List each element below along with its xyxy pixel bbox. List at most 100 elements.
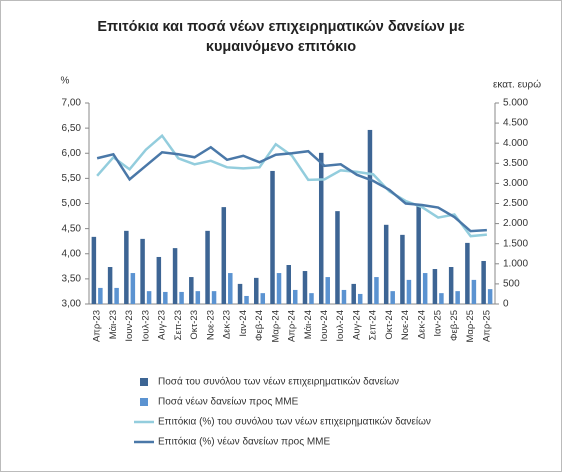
y2-tick-label: 2.500 <box>503 198 528 209</box>
bar <box>471 279 477 304</box>
x-tick-label: Οκτ-23 <box>189 310 200 340</box>
bar <box>448 267 454 304</box>
bar <box>124 230 129 304</box>
y2-tick-label: 4.500 <box>503 118 528 129</box>
x-tick-label: Μάι-23 <box>108 310 119 339</box>
legend-label: Ποσά νέων δανείων προς ΜΜΕ <box>158 396 299 408</box>
y-tick-label: 6,00 <box>62 148 82 159</box>
x-tick-label: Φεβ-24 <box>254 310 265 341</box>
legend-label: Επιτόκια (%) νέων δανείων προς ΜΜΕ <box>158 436 330 448</box>
bar <box>422 273 428 304</box>
bar <box>318 152 324 304</box>
bar <box>221 207 227 304</box>
x-tick-label: Οκτ-24 <box>384 310 395 340</box>
y2-tick-label: 2.000 <box>503 218 528 229</box>
bar <box>98 287 103 304</box>
bar <box>163 291 168 304</box>
bar <box>367 129 373 304</box>
bar <box>383 224 389 304</box>
y2-tick-label: 5.000 <box>503 98 528 109</box>
legend-label: Επιτόκια (%) του συνόλου των νέων επιχει… <box>158 416 431 428</box>
y2-tick-label: 3.000 <box>503 178 528 189</box>
bar <box>481 260 486 304</box>
bar <box>416 205 421 304</box>
bar <box>309 293 314 304</box>
x-tick-label: Ιουλ-23 <box>140 310 151 342</box>
bar <box>114 287 119 304</box>
bar <box>91 236 97 304</box>
legend-swatch <box>140 398 148 406</box>
x-tick-label: Ιουν-23 <box>124 310 135 342</box>
y2-tick-label: 1.000 <box>503 258 528 269</box>
x-tick-label: Σεπ-23 <box>173 310 184 340</box>
y-tick-label: 4,00 <box>62 248 82 259</box>
bar <box>374 277 379 304</box>
bar <box>195 291 201 304</box>
y2-tick-label: 0 <box>503 299 509 310</box>
bar <box>302 271 308 304</box>
x-tick-label: Ιουλ-24 <box>335 310 346 342</box>
x-tick-label: Αυγ-24 <box>351 310 362 340</box>
y-tick-label: 7,00 <box>62 98 82 109</box>
x-tick-label: Μαρ-24 <box>270 310 281 343</box>
bar <box>325 277 330 304</box>
line-series <box>96 133 487 238</box>
x-tick-label: Νοε-24 <box>400 310 411 340</box>
y-tick-label: 5,50 <box>62 173 82 184</box>
bar <box>172 248 178 304</box>
bar <box>156 256 162 304</box>
y-tick-label: 3,00 <box>62 299 82 310</box>
x-tick-label: Δεκ-23 <box>222 310 233 339</box>
bar <box>244 295 249 304</box>
bar <box>406 279 412 304</box>
bar <box>228 273 233 304</box>
bar <box>270 170 275 304</box>
bar <box>351 283 356 304</box>
bar <box>390 291 395 304</box>
line-series <box>96 145 487 233</box>
x-tick-label: Απρ-23 <box>92 310 103 342</box>
x-tick-label: Δεκ-24 <box>416 310 427 339</box>
y-axis-label: % <box>61 76 70 87</box>
x-tick-label: Ιαν-24 <box>238 310 249 337</box>
y-tick-label: 3,50 <box>62 274 82 285</box>
legend-swatch <box>140 378 148 386</box>
y-tick-label: 6,50 <box>62 123 82 134</box>
bar <box>130 273 136 304</box>
x-tick-label: Σεπ-24 <box>368 310 379 340</box>
chart-title: Επιτόκια και ποσά νέων επιχειρηματικών δ… <box>97 19 465 55</box>
bar <box>455 291 460 304</box>
x-tick-label: Φεβ-25 <box>449 310 460 341</box>
y2-tick-label: 500 <box>503 279 520 290</box>
x-tick-label: Ιαν-25 <box>433 310 444 337</box>
x-tick-label: Ιουν-24 <box>319 310 330 342</box>
bar <box>400 234 405 304</box>
bar <box>357 293 363 304</box>
y2-tick-label: 4.000 <box>503 138 528 149</box>
bar <box>439 293 444 304</box>
y2-tick-label: 1.500 <box>503 238 528 249</box>
bar <box>254 277 259 304</box>
bar <box>205 230 210 304</box>
bar <box>146 291 152 304</box>
bar <box>140 238 145 304</box>
x-tick-label: Απρ-24 <box>287 310 298 342</box>
bar <box>179 291 184 304</box>
y-tick-label: 4,50 <box>62 223 82 234</box>
bar <box>107 267 113 304</box>
bar <box>237 283 243 304</box>
x-tick-label: Μαρ-25 <box>465 310 476 343</box>
bar <box>341 289 347 304</box>
x-tick-label: Νοε-23 <box>205 310 216 340</box>
bar <box>293 289 298 304</box>
bar <box>286 265 291 304</box>
bar <box>487 289 493 304</box>
x-tick-label: Μάι-24 <box>303 310 314 339</box>
x-tick-label: Αυγ-23 <box>157 310 168 340</box>
y-tick-label: 5,00 <box>62 198 82 209</box>
bar <box>260 293 266 304</box>
bar <box>335 211 340 304</box>
bar <box>465 242 470 304</box>
